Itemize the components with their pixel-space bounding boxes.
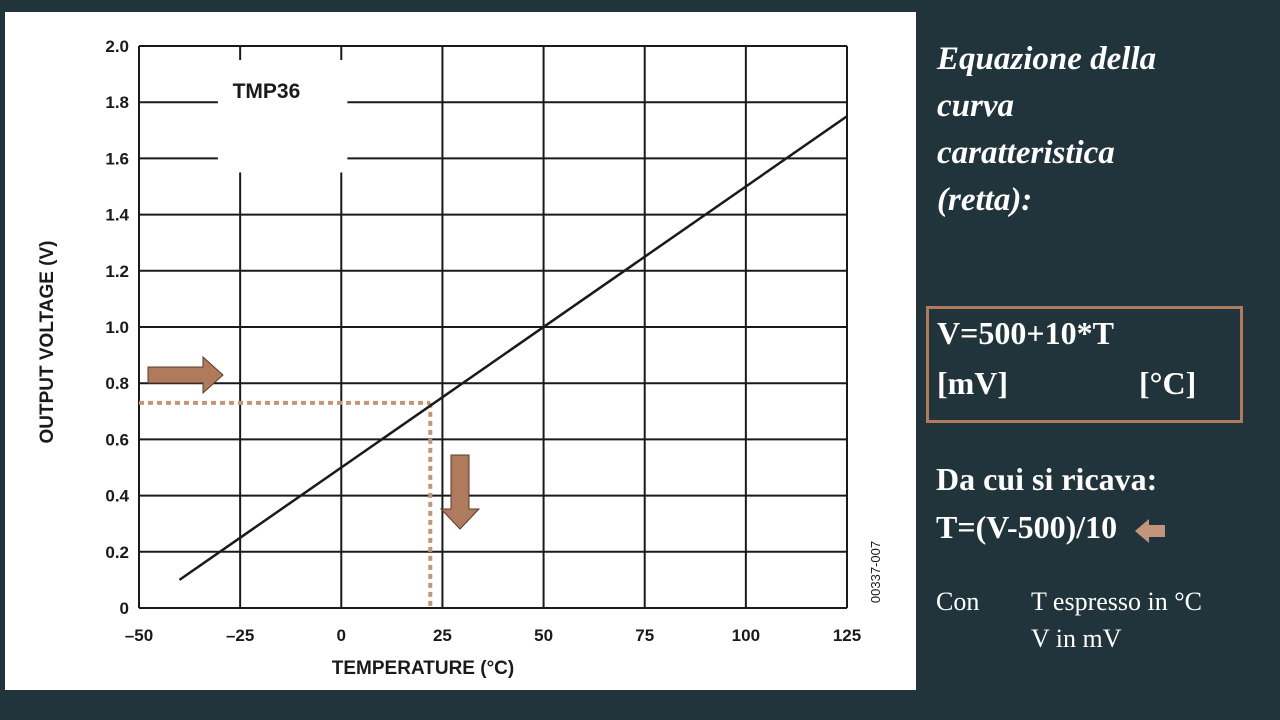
x-tick-labels: –50 –25 0 25 50 75 100 125 [125,626,861,645]
y-tick-label: 1.0 [105,318,129,337]
note-con: Con [936,587,980,616]
note-temperature-unit: T espresso in °C [1031,587,1202,616]
formula-unit-voltage: [mV] [937,365,1009,401]
x-tick-label: 75 [635,626,654,645]
arrow-right-icon [147,355,224,395]
x-tick-label: 100 [732,626,760,645]
x-tick-label: 50 [534,626,553,645]
label-box-background [217,60,348,173]
x-axis-title: TEMPERATURE (°C) [332,658,514,679]
inverse-formula: T=(V-500)/10 [936,509,1118,545]
title-line: (retta): [937,182,1033,218]
y-tick-label: 1.2 [105,262,129,281]
y-tick-label: 0.2 [105,543,129,562]
derivation-intro: Da cui si ricava: [936,461,1158,497]
formula-unit-temperature: [°C] [1139,365,1197,401]
label-box-text: TMP36 [233,80,301,103]
x-tick-label: 25 [433,626,452,645]
chart: TMP36 –50 –25 0 25 50 75 100 125 0 0.2 0.4 0.6 0.8 1… [37,37,883,679]
title-line: Equazione della [937,41,1157,77]
arrow-left-icon [1135,518,1166,543]
tmp36-label-box: TMP36 [217,60,348,173]
y-tick-label: 1.6 [105,149,129,168]
x-tick-label: –50 [125,626,153,645]
y-tick-label: 0.8 [105,374,129,393]
title-line: curva [937,88,1014,124]
y-tick-label: 1.4 [105,206,129,225]
grid [138,45,848,609]
series [178,115,848,581]
y-axis-title: OUTPUT VOLTAGE (V) [37,240,58,443]
y-tick-label: 0.4 [105,487,129,506]
y-tick-label: 0 [120,599,129,618]
y-tick-label: 2.0 [105,37,129,56]
y-tick-labels: 0 0.2 0.4 0.6 0.8 1.0 1.2 1.4 1.6 1.8 2.0 [105,37,129,618]
derivation: Da cui si ricava: T=(V-500)/10 [936,455,1167,551]
arrow-down-icon [439,454,481,530]
title-line: caratteristica [937,135,1115,171]
note-voltage-unit: V in mV [1031,624,1122,653]
y-tick-label: 1.8 [105,93,129,112]
derivation-formula-line: T=(V-500)/10 [936,503,1167,551]
formula-equation: V=500+10*T [937,315,1114,351]
chart-panel: TMP36 –50 –25 0 25 50 75 100 125 0 0.2 0.4 0.6 0.8 1… [5,12,916,690]
slide-title: Equazione della curva caratteristica (re… [937,36,1267,224]
formula-box: V=500+10*T [mV] [°C] [926,306,1243,423]
x-tick-label: 0 [337,626,346,645]
reading-guides [139,400,433,608]
series-line [178,115,848,581]
x-tick-label: 125 [833,626,861,645]
figure-code: 00337-007 [868,541,883,603]
x-tick-label: –25 [226,626,254,645]
y-tick-label: 0.6 [105,430,129,449]
